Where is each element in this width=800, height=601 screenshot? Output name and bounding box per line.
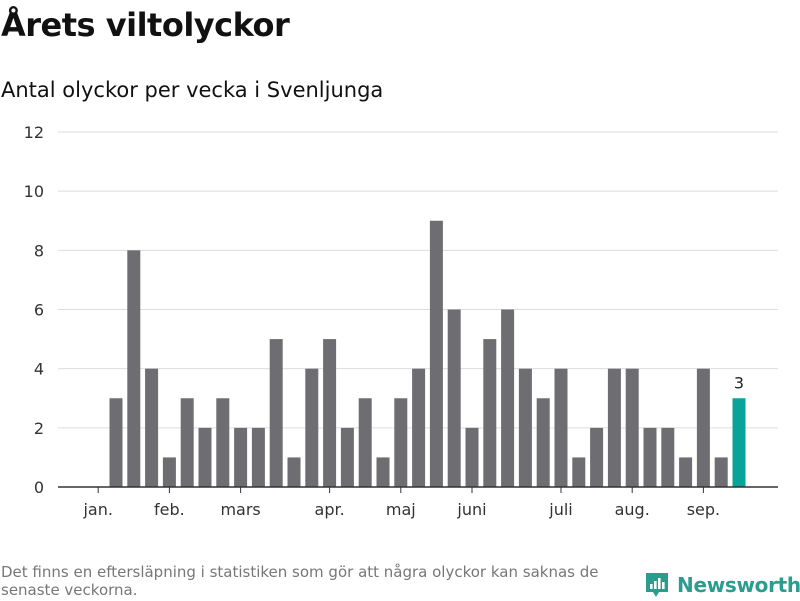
newsworthy-chart-icon	[646, 573, 668, 597]
bar	[180, 398, 194, 487]
bar-highlight	[732, 398, 746, 487]
x-tick-label: juni	[456, 500, 486, 519]
bar	[661, 427, 675, 487]
bar	[590, 427, 604, 487]
bar	[483, 339, 497, 487]
y-tick-label: 10	[24, 182, 44, 201]
bar	[251, 427, 265, 487]
bar	[234, 427, 248, 487]
chart-title: Årets viltolyckor	[1, 6, 290, 44]
bar	[394, 398, 408, 487]
bar	[696, 368, 710, 487]
x-tick-label: apr.	[315, 500, 345, 519]
bar	[340, 427, 354, 487]
x-tick-label: juli	[548, 500, 572, 519]
bar	[643, 427, 657, 487]
bar	[162, 457, 176, 487]
y-tick-label: 8	[34, 241, 44, 260]
newsworthy-logo: Newsworthy	[644, 569, 800, 601]
y-tick-label: 2	[34, 419, 44, 438]
bar	[127, 250, 141, 487]
bar	[447, 309, 461, 487]
bar	[536, 398, 550, 487]
bar	[323, 339, 337, 487]
y-tick-label: 12	[24, 123, 44, 142]
x-tick-label: maj	[386, 500, 416, 519]
x-axis-ticks: jan. feb. mars apr. maj juni juli aug. sep.	[82, 487, 720, 519]
bar	[198, 427, 212, 487]
chart-subtitle: Antal olyckor per vecka i Svenljunga	[1, 78, 384, 102]
bar	[412, 368, 426, 487]
bar	[269, 339, 283, 487]
value-labels: 3	[734, 373, 744, 392]
bar	[376, 457, 390, 487]
bar	[109, 398, 123, 487]
x-tick-label: feb.	[154, 500, 185, 519]
bar	[572, 457, 586, 487]
x-tick-label: jan.	[82, 500, 112, 519]
logo-text: Newsworthy	[677, 573, 800, 597]
bar	[607, 368, 621, 487]
value-label: 3	[734, 373, 744, 392]
bar	[429, 220, 443, 487]
bar	[554, 368, 568, 487]
y-tick-label: 4	[34, 360, 44, 379]
bar	[518, 368, 532, 487]
x-tick-label: sep.	[687, 500, 720, 519]
bar	[358, 398, 372, 487]
x-tick-label: mars	[220, 500, 260, 519]
bar	[145, 368, 159, 487]
footnote: Det finns en eftersläpning i statistiken…	[1, 563, 599, 599]
bars	[109, 220, 746, 487]
bar	[501, 309, 515, 487]
y-tick-label: 6	[34, 301, 44, 320]
bar	[625, 368, 639, 487]
bar	[465, 427, 479, 487]
bar	[714, 457, 728, 487]
y-tick-label: 0	[34, 478, 44, 497]
bar	[679, 457, 693, 487]
y-axis-ticks: 0 2 4 6 8 10 12	[24, 123, 44, 497]
bar	[216, 398, 230, 487]
x-tick-label: aug.	[615, 500, 650, 519]
bar-chart: 0 2 4 6 8 10 12 3 jan. feb. mars apr. maj juni juli a…	[24, 123, 778, 519]
bar	[305, 368, 319, 487]
bar	[287, 457, 301, 487]
